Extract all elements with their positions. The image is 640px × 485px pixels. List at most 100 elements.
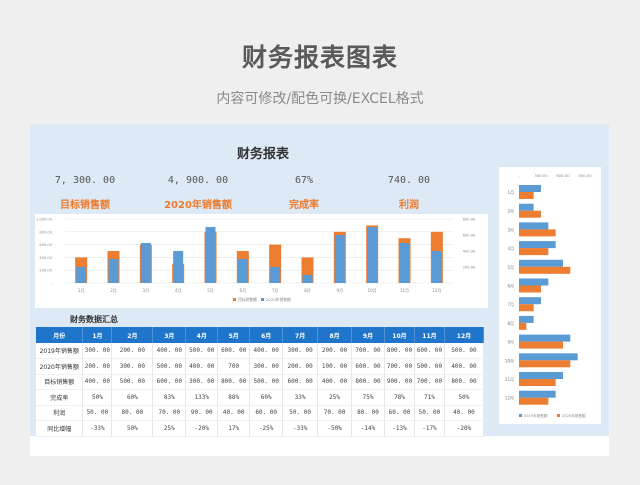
- table-cell: 500. 00: [249, 374, 284, 390]
- kpi-value: 740. 00: [387, 175, 431, 186]
- svg-text:4月: 4月: [507, 246, 514, 251]
- table-row: 2020年销售额 200. 00 300. 00 500. 00 400. 00 700 3…: [36, 358, 485, 375]
- svg-text:4月: 4月: [175, 288, 182, 293]
- table-cell: 200. 00: [82, 358, 113, 375]
- column-header: 11月: [414, 327, 445, 343]
- svg-text:目标销售额: 目标销售额: [238, 297, 257, 302]
- column-header: 3月: [152, 327, 187, 343]
- svg-text:9月: 9月: [337, 288, 344, 293]
- svg-text:8月: 8月: [507, 321, 514, 326]
- table-cell: 400. 00: [317, 374, 353, 390]
- table-cell: 400. 00: [249, 343, 284, 359]
- table-cell: 40. 00: [217, 405, 251, 421]
- svg-text:200.00: 200.00: [463, 266, 476, 270]
- table-cell: 600. 00: [414, 343, 445, 359]
- column-header: 月份: [36, 327, 84, 343]
- svg-text:900.00: 900.00: [578, 173, 592, 178]
- svg-text:1月: 1月: [507, 190, 514, 195]
- table-cell: -14%: [351, 420, 385, 437]
- kpi-value: 4, 900. 00: [167, 175, 229, 186]
- table-cell: 50%: [444, 389, 485, 406]
- row-label: 同比增幅: [36, 420, 84, 437]
- table-cell: 700. 00: [351, 343, 385, 359]
- table-row: 利润 50. 00 80. 00 70. 00 90. 00 40. 00 60. 00 50…: [36, 405, 485, 421]
- table-cell: 17%: [217, 420, 251, 437]
- table-cell: 75%: [351, 389, 385, 406]
- table-cell: 90. 00: [185, 405, 219, 421]
- svg-text:12月: 12月: [505, 396, 514, 401]
- column-header: 1月: [82, 327, 113, 343]
- svg-text:-: -: [468, 282, 470, 286]
- kpi-completion-rate: 67% 完成率: [259, 175, 349, 211]
- table-cell: 400. 00: [444, 358, 485, 375]
- table-cell: 400. 00: [185, 358, 219, 375]
- svg-text:-: -: [51, 282, 53, 286]
- svg-text:-: -: [518, 173, 520, 178]
- kpi-2020-sales: 4, 900. 00 2020年销售额: [153, 175, 243, 211]
- svg-text:11月: 11月: [400, 288, 409, 293]
- kpi-profit: 740. 00 利润: [364, 175, 454, 211]
- kpi-label: 2020年销售额: [164, 200, 232, 211]
- row-label: 利润: [36, 405, 84, 421]
- column-header: 7月: [282, 327, 319, 343]
- table-cell: -13%: [384, 420, 415, 437]
- column-header: 10月: [384, 327, 415, 343]
- row-label: 目标销售额: [36, 374, 84, 390]
- table-cell: 80. 00: [111, 405, 154, 421]
- svg-text:400.00: 400.00: [463, 250, 476, 254]
- table-cell: 500. 00: [185, 343, 219, 359]
- table-cell: 500. 00: [152, 358, 187, 375]
- panel-footer-strip: [30, 436, 609, 456]
- table-cell: 700. 00: [384, 358, 415, 375]
- svg-text:10月: 10月: [505, 358, 514, 363]
- table-cell: 800. 00: [351, 374, 385, 390]
- svg-text:200.00: 200.00: [39, 269, 52, 273]
- table-cell: 88%: [217, 389, 251, 406]
- table-cell: 40. 00: [444, 405, 485, 421]
- table-cell: 60. 00: [384, 405, 415, 421]
- table-cell: -33%: [282, 420, 319, 437]
- svg-text:2020年销售额: 2020年销售额: [266, 297, 291, 302]
- financial-summary-table: 月份 1月 2月 3月 4月 5月 6月 7月 8月 9月 10月 11月 12月 2019年销售额 30…: [36, 327, 485, 437]
- svg-text:11月: 11月: [505, 377, 514, 382]
- table-title: 财务数据汇总: [70, 315, 118, 324]
- table-cell: 900. 00: [384, 374, 415, 390]
- table-cell: 400. 00: [152, 343, 187, 359]
- svg-text:6月: 6月: [240, 288, 247, 293]
- table-cell: 800. 00: [384, 343, 415, 359]
- table-cell: 83%: [152, 389, 187, 406]
- table-cell: 600. 00: [152, 374, 187, 390]
- table-body: 2019年销售额 300. 00 200. 00 400. 00 500. 00 600.…: [36, 343, 485, 437]
- svg-text:2月: 2月: [507, 209, 514, 214]
- svg-text:8月: 8月: [304, 288, 311, 293]
- column-header: 5月: [217, 327, 251, 343]
- svg-text:6月: 6月: [507, 284, 514, 289]
- table-cell: 70. 00: [152, 405, 187, 421]
- kpi-value: 67%: [294, 175, 314, 186]
- table-cell: 800. 00: [217, 374, 251, 390]
- table-cell: 400. 00: [82, 374, 113, 390]
- hbar-chart-svg: - 300.00 600.00 900.00 1月 2月 3月 4月 5月 6月 7月 8月 9月 10月…: [505, 173, 592, 418]
- page-title: 财务报表图表: [241, 43, 398, 72]
- svg-text:3月: 3月: [507, 227, 514, 232]
- table-cell: -50%: [317, 420, 353, 437]
- table-cell: 300. 00: [82, 343, 113, 359]
- table-cell: 300. 00: [282, 343, 319, 359]
- table-cell: 60%: [249, 389, 284, 406]
- column-header: 2月: [111, 327, 154, 343]
- table-cell: 300. 00: [111, 358, 154, 375]
- table-cell: 50%: [111, 420, 154, 437]
- table-cell: -20%: [185, 420, 219, 437]
- table-cell: 60%: [111, 389, 154, 406]
- table-cell: 25%: [152, 420, 187, 437]
- svg-text:800.00: 800.00: [463, 218, 476, 222]
- table-cell: 500. 00: [111, 374, 154, 390]
- table-cell: 50. 00: [282, 405, 319, 421]
- svg-text:2月: 2月: [110, 288, 117, 293]
- monthly-combo-chart: - 200.00 400.00 600.00 800.00 1,000.00 - 200.00…: [35, 214, 488, 308]
- table-cell: 80. 00: [351, 405, 385, 421]
- table-cell: 600. 00: [351, 358, 385, 375]
- kpi-target-sales: 7, 300. 00 目标销售额: [40, 175, 130, 211]
- table-row: 2019年销售额 300. 00 200. 00 400. 00 500. 00 600.…: [36, 343, 485, 359]
- table-cell: -25%: [249, 420, 284, 437]
